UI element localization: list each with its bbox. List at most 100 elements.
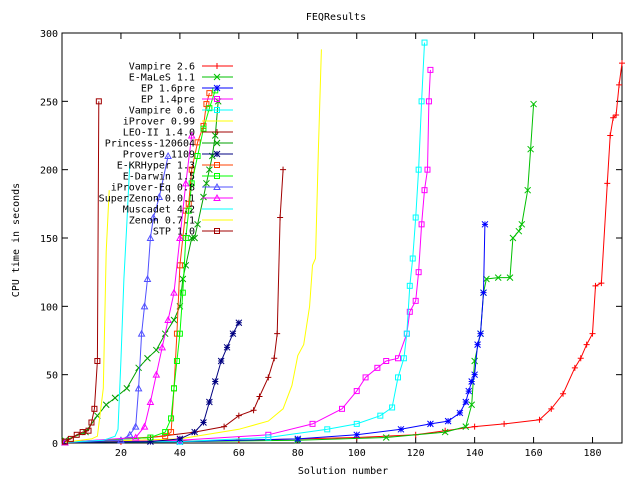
data-point (527, 145, 534, 153)
series-layer (61, 39, 625, 446)
data-point (362, 374, 369, 381)
data-point (235, 319, 243, 327)
legend-label: Princess-120604 (105, 139, 195, 150)
data-point (427, 420, 434, 428)
data-point (111, 394, 119, 402)
y-axis-label: CPU time in seconds (11, 183, 22, 297)
data-point (176, 330, 183, 337)
data-point (395, 355, 401, 362)
data-point (73, 431, 80, 438)
data-point (217, 357, 225, 365)
data-point (441, 428, 449, 436)
data-point (179, 275, 187, 283)
data-point (598, 280, 605, 287)
data-point (548, 405, 555, 412)
x-tick-label: 60 (233, 448, 245, 459)
data-point (173, 358, 180, 364)
x-tick-label: 160 (525, 448, 543, 459)
legend-label: Vampire 0.6 (129, 106, 195, 117)
data-point (277, 214, 284, 221)
data-point (147, 434, 154, 441)
legend-marker (214, 96, 220, 102)
data-point (415, 166, 422, 173)
data-point (67, 435, 74, 442)
legend-label: Muscadet 4.2 (123, 205, 195, 216)
data-point (235, 412, 242, 419)
data-point (589, 330, 596, 337)
legend-marker (214, 129, 220, 135)
series-11 (61, 151, 172, 446)
data-point (571, 364, 578, 371)
series-13 (64, 162, 131, 443)
data-point (465, 387, 473, 395)
data-point (471, 423, 478, 430)
legend-label: STP 1.0 (153, 227, 195, 238)
series-line (64, 135, 193, 443)
data-point (200, 419, 207, 426)
data-point (164, 151, 172, 159)
series-line (64, 42, 425, 443)
series-5 (64, 49, 322, 443)
series-3 (61, 66, 434, 446)
data-point (162, 433, 169, 440)
data-point (95, 98, 102, 105)
legend-marker (214, 63, 220, 69)
data-point (468, 401, 476, 409)
series-line (64, 162, 131, 443)
data-point (294, 435, 302, 443)
x-tick-label: 120 (407, 448, 425, 459)
data-point (339, 405, 345, 412)
x-tick-label: 140 (466, 448, 484, 459)
chart-title: FEQResults (306, 12, 366, 23)
y-tick-label: 0 (52, 439, 58, 450)
data-point (462, 423, 470, 430)
data-point (171, 385, 177, 392)
data-point (206, 105, 213, 112)
data-point (403, 330, 410, 337)
series-8 (61, 319, 243, 446)
data-point (518, 220, 526, 228)
data-point (200, 193, 207, 201)
data-point (406, 282, 413, 289)
data-point (444, 417, 452, 425)
data-point (164, 315, 172, 323)
data-point (412, 297, 419, 304)
data-point (176, 233, 184, 241)
data-point (560, 390, 567, 397)
data-point (395, 374, 401, 381)
data-point (123, 384, 131, 392)
data-point (162, 429, 169, 436)
data-point (229, 330, 237, 338)
data-point (152, 346, 160, 354)
data-point (88, 419, 95, 426)
y-tick-label: 300 (40, 29, 58, 40)
data-point (61, 438, 68, 445)
data-point (131, 422, 140, 430)
y-tick-label: 50 (46, 371, 58, 382)
data-point (480, 289, 487, 297)
data-point (383, 358, 390, 364)
data-point (412, 214, 419, 221)
data-point (203, 179, 210, 187)
series-15 (61, 98, 102, 445)
data-point (577, 355, 584, 362)
data-point (149, 213, 158, 221)
data-point (421, 39, 428, 46)
data-point (206, 90, 213, 97)
data-point (187, 131, 196, 139)
data-point (501, 420, 508, 427)
data-point (442, 427, 449, 434)
data-point (406, 308, 413, 315)
data-point (418, 221, 425, 228)
legend-marker (213, 150, 221, 158)
legend-label: iProver-Eq 0.8 (111, 183, 195, 194)
x-tick-label: 180 (583, 448, 601, 459)
data-point (94, 358, 101, 364)
data-point (191, 428, 198, 436)
data-point (377, 412, 384, 419)
data-point (146, 233, 155, 241)
data-point (125, 430, 134, 438)
x-tick-label: 100 (348, 448, 366, 459)
legend-marker (214, 162, 220, 168)
